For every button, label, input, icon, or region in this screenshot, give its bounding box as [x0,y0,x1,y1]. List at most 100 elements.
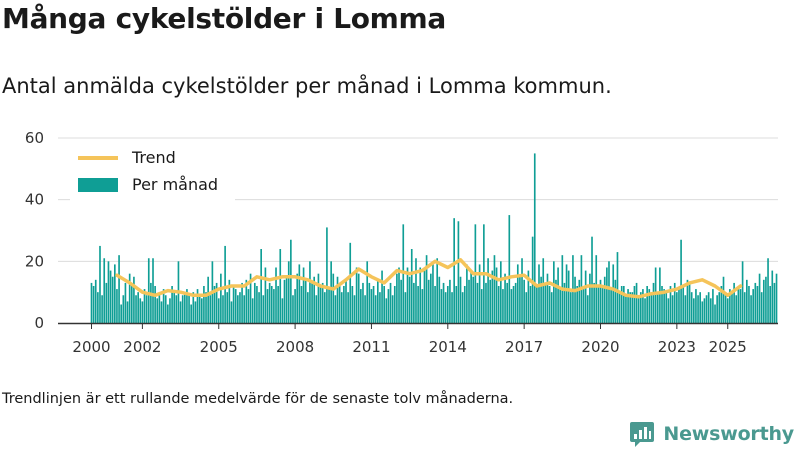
bar [754,282,757,323]
bar [207,276,209,323]
bar [345,279,347,323]
bar [463,286,466,323]
axes: 0 20 40 60 2000 2002 2005 2008 2011 2014 2017 2020 2… [25,129,778,356]
bar [294,289,296,323]
bar [285,276,288,323]
bar [684,295,687,323]
bar [569,292,572,323]
bar [192,292,195,323]
bar [584,270,587,323]
newsworthy-logo-icon [630,422,655,447]
bar [118,255,120,323]
bar [264,267,267,323]
bar [188,295,190,323]
bar [582,289,585,323]
bar [533,153,536,323]
bar [446,286,449,323]
bar [300,286,303,323]
x-tick-label: 2025 [709,338,747,356]
bar [147,258,150,323]
bar [179,301,182,323]
bar [690,292,693,323]
monthly-bike-theft-chart: 0 20 40 60 2000 2002 2005 2008 2011 2014 2017 2020 2… [25,129,778,356]
bar [419,267,422,323]
bar [461,292,464,323]
bar [226,292,229,323]
y-tick-label: 0 [34,314,44,332]
legend-label-per_month: Per månad [132,175,218,194]
bar [716,295,718,323]
x-tick-label: 2002 [123,338,161,356]
bar [190,304,192,323]
bar [376,279,379,323]
bar [669,286,672,323]
bar [417,286,419,323]
bar [610,289,612,323]
bar [128,273,131,323]
bar [627,289,629,323]
bar [302,267,305,323]
bar [232,286,235,323]
bar [682,286,685,323]
bar [368,282,371,323]
bar [256,286,258,323]
bar [275,267,277,323]
bar [644,298,646,323]
bar [215,282,218,323]
bar [351,286,354,323]
bar [332,273,335,323]
bar [114,264,116,323]
bar [258,292,260,323]
bar [508,215,511,323]
bar [372,286,375,323]
bar [699,292,701,323]
bar [546,273,549,323]
bar [752,289,755,323]
bar [468,279,470,323]
chart-subtitle: Antal anmälda cykelstölder per månad i L… [2,74,612,98]
bar [631,292,634,323]
bar [313,276,316,323]
x-tick-label: 2008 [276,338,314,356]
bar [451,292,453,323]
bar [279,249,282,323]
bar [260,249,262,323]
bar [415,258,417,323]
bar [606,267,608,323]
bar [307,292,309,323]
bar [555,279,557,323]
bar [760,292,763,323]
bar [196,289,199,323]
bar [771,270,774,323]
bar [567,270,570,323]
bar [459,276,462,323]
bar [133,276,135,323]
bar [618,292,621,323]
bar [512,286,515,323]
bar [741,261,744,323]
bar [101,295,103,323]
bar [544,282,547,323]
bar [620,286,623,323]
bar [724,295,727,323]
footnote: Trendlinjen är ett rullande medelvärde f… [2,391,514,407]
bar [637,295,640,323]
bar [321,282,324,323]
bar [646,286,648,323]
bar [470,270,472,323]
bar [247,289,250,323]
bar [667,298,670,323]
bar [425,255,428,323]
bar [90,282,93,323]
bar [126,301,129,323]
bar [434,286,436,323]
bar [767,258,769,323]
brand-logo: Newsworthy [629,418,794,450]
monthly-bars [90,153,778,323]
bar [241,282,243,323]
bar [656,292,659,323]
bar [150,282,152,323]
bar [652,282,655,323]
bar [374,295,377,323]
bar [230,301,233,323]
